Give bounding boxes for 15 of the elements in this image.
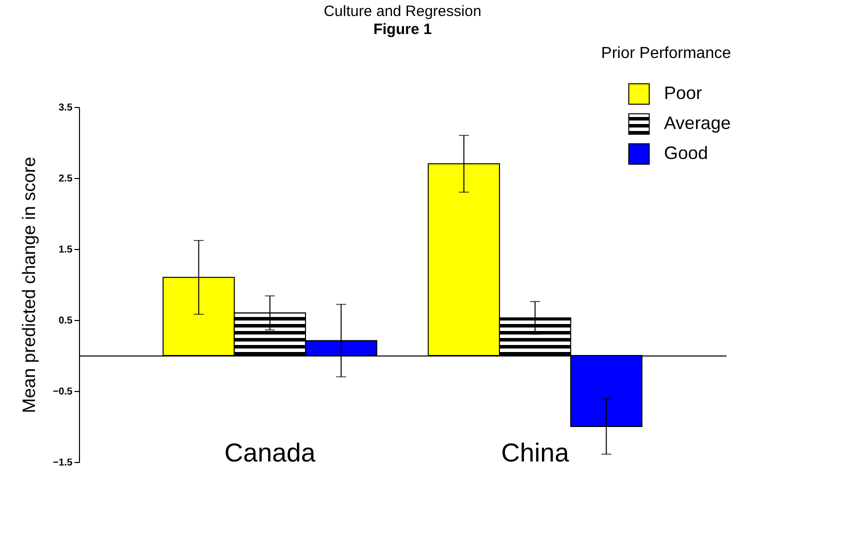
chart-title: Culture and Regression: [324, 3, 482, 20]
legend-label: Average: [664, 113, 731, 133]
legend-title: Prior Performance: [601, 45, 732, 62]
x-tick-label: Canada: [224, 438, 316, 468]
chart-subtitle: Figure 1: [373, 21, 432, 38]
y-tick-label: 1.5: [58, 244, 73, 256]
x-tick-label: China: [501, 438, 570, 468]
y-tick-label: 2.5: [58, 174, 73, 184]
y-tick-label: −0.5: [52, 386, 73, 398]
y-tick-label: −1.5: [52, 458, 73, 468]
y-axis-title: Mean predicted change in score: [18, 156, 39, 414]
legend-label: Good: [664, 143, 708, 163]
y-tick-label: 0.5: [58, 316, 73, 326]
legend-label: Poor: [664, 83, 702, 103]
y-tick-label: 3.5: [58, 102, 73, 114]
